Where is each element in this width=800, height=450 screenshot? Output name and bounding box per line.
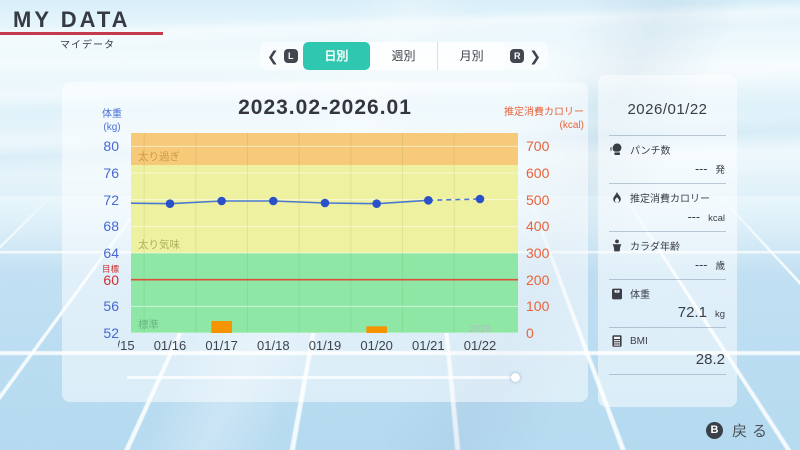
left-tick-52: 52 — [103, 325, 119, 341]
svg-text:太り過ぎ: 太り過ぎ — [138, 150, 180, 163]
plot-area: 太り過ぎ太り気味標準 — [131, 133, 518, 333]
stat-label: BMI — [630, 335, 648, 347]
stat-value: --- — [694, 162, 708, 176]
left-tick-64: 64 — [103, 245, 119, 261]
left-axis-label: 体重 (kg) — [92, 109, 132, 134]
x-label-01-18: 01/18 — [257, 338, 290, 353]
prev-chevron-icon[interactable]: ❮ — [267, 48, 279, 64]
left-tick-72: 72 — [103, 191, 119, 208]
x-label-01-21: 01/21 — [412, 338, 445, 353]
tab-monthly[interactable]: 月別 — [437, 42, 505, 70]
flame-icon — [613, 191, 621, 203]
stat-body-age: カラダ年齢 --- 歳 — [609, 232, 726, 280]
right-tick-300: 300 — [526, 245, 550, 261]
stat-label: カラダ年齢 — [630, 242, 680, 253]
chart-scrollbar-handle[interactable] — [511, 373, 520, 382]
back-hint[interactable]: B 戻る — [705, 420, 772, 441]
left-axis-ticks: 80 76 72 68 64 目標 60 56 52 — [67, 133, 125, 341]
stat-value: --- — [687, 210, 701, 224]
left-axis-name: 体重 — [102, 109, 122, 120]
chart-card: 2023.02-2026.01 体重 (kg) 推定消費カロリー (kcal) … — [62, 82, 588, 402]
right-tick-700: 700 — [526, 138, 550, 155]
boxing-glove-icon — [610, 142, 622, 155]
scale-icon — [612, 288, 622, 299]
left-tick-56: 56 — [103, 298, 119, 315]
right-tick-600: 600 — [526, 165, 550, 181]
right-tick-500: 500 — [526, 191, 550, 208]
right-axis-name: 推定消費カロリー — [504, 107, 584, 118]
logo-underline — [0, 32, 163, 35]
stats-list: パンチ数 --- 発推定消費カロリー --- kcal カラダ年齢 --- 歳体重 72.1 kg… — [609, 135, 726, 375]
x-label-01-15: 01/15 — [118, 338, 135, 353]
x-label-01-16: 01/16 — [153, 338, 187, 353]
left-tick-60: 目標 60 — [67, 263, 119, 286]
left-tick-76: 76 — [103, 165, 119, 181]
right-tick-100: 100 — [526, 298, 550, 315]
right-tick-400: 400 — [526, 218, 550, 235]
daily-stats-panel: 2026/01/22 パンチ数 --- 発推定消費カロリー --- kcal カラダ年齢 -… — [598, 75, 737, 407]
left-axis-unit: (kg) — [103, 121, 121, 133]
tab-strip: 日別 週別 月別 — [302, 42, 506, 70]
x-label-01-22: 01/22 — [463, 338, 497, 353]
calculator-icon — [612, 335, 622, 347]
tab-daily[interactable]: 日別 — [302, 42, 370, 70]
app-title: MY DATA — [13, 7, 131, 32]
b-button-icon[interactable]: B — [705, 422, 723, 439]
stat-unit: kcal — [708, 213, 725, 224]
stat-punch-count: パンチ数 --- 発 — [609, 136, 726, 184]
left-tick-68: 68 — [103, 218, 119, 235]
right-tick-200: 200 — [526, 271, 550, 288]
period-tab-bar: ❮ L 日別 週別 月別 R ❯ — [260, 42, 548, 70]
x-axis-year-label: 2026 — [468, 324, 492, 335]
x-label-01-20: 01/20 — [360, 338, 393, 353]
tab-weekly[interactable]: 週別 — [391, 49, 416, 63]
chart-scrollbar[interactable] — [127, 373, 520, 382]
stat-label: パンチ数 — [630, 146, 671, 157]
right-axis-label: 推定消費カロリー (kcal) — [494, 107, 584, 132]
stat-unit: kg — [714, 309, 725, 320]
stat-estimated-calories: 推定消費カロリー --- kcal — [609, 184, 726, 232]
stat-bmi: BMI 28.2 — [609, 328, 726, 375]
app-subtitle: マイデータ — [60, 40, 115, 51]
body-icon — [612, 239, 622, 251]
svg-text:太り気味: 太り気味 — [138, 238, 180, 251]
goal-label: 目標 — [101, 263, 119, 274]
svg-text:標準: 標準 — [138, 318, 159, 331]
stat-value: 28.2 — [695, 351, 725, 368]
stat-unit: 発 — [715, 165, 725, 176]
x-axis-labels: 01/15 01/16 01/17 01/18 01/19 01/20 01/21 01/22 — [118, 338, 528, 358]
x-label-01-19: 01/19 — [308, 338, 342, 353]
right-axis-ticks: 700 600 500 400 300 200 100 0 — [523, 133, 583, 341]
selected-date: 2026/01/22 — [627, 101, 708, 118]
l-button-icon[interactable]: L — [283, 49, 298, 63]
x-label-01-17: 01/17 — [205, 338, 238, 353]
stat-label: 体重 — [630, 290, 650, 301]
stat-unit: 歳 — [715, 261, 725, 272]
stat-value: --- — [694, 258, 708, 272]
chart-title: 2023.02-2026.01 — [238, 96, 412, 119]
stat-value: 72.1 — [677, 304, 707, 321]
stat-weight: 体重 72.1 kg — [609, 280, 726, 328]
next-chevron-icon[interactable]: ❯ — [529, 48, 541, 64]
back-label: 戻る — [731, 423, 772, 440]
r-button-icon[interactable]: R — [510, 49, 525, 63]
stat-label: 推定消費カロリー — [630, 194, 710, 205]
left-tick-80: 80 — [103, 138, 119, 155]
right-axis-unit: (kcal) — [559, 119, 584, 131]
right-tick-0: 0 — [526, 325, 534, 341]
